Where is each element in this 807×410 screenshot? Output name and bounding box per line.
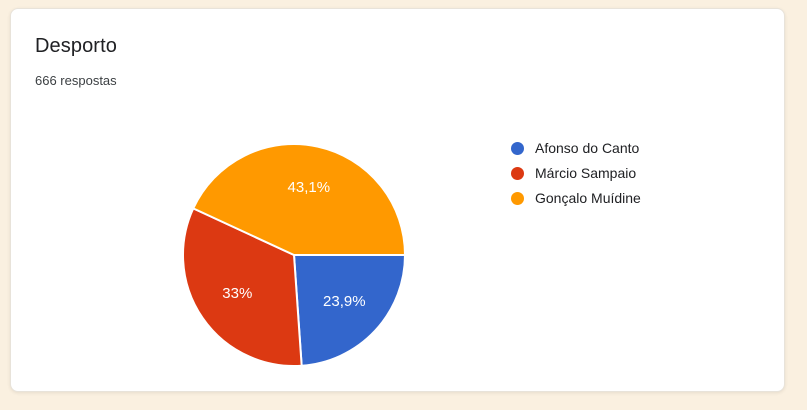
legend-item[interactable]: Márcio Sampaio (511, 161, 641, 185)
legend-item[interactable]: Afonso do Canto (511, 136, 641, 160)
chart-card: Desporto 666 respostas 23,9% 33% 43,1% Afo… (10, 8, 785, 392)
pie-slice-label: 43,1% (288, 179, 331, 196)
response-count: 666 respostas (35, 73, 117, 88)
pie-slice-label: 23,9% (323, 293, 366, 310)
pie-slice[interactable] (191, 143, 407, 256)
pie-label-group: 23,9% 33% 43,1% (222, 179, 365, 310)
pie-chart: 23,9% 33% 43,1% (182, 143, 407, 367)
pie-slice-label: 33% (222, 285, 252, 302)
legend-color-swatch-icon (511, 141, 524, 155)
chart-legend: Afonso do Canto Márcio Sampaio Gonçalo Muí… (511, 136, 641, 211)
legend-item-label: Márcio Sampaio (535, 165, 637, 181)
legend-item-label: Gonçalo Muídine (535, 190, 641, 206)
page-title: Desporto (35, 35, 117, 57)
pie-slice[interactable] (292, 254, 407, 367)
legend-color-swatch-icon (511, 191, 524, 205)
legend-color-swatch-icon (511, 166, 524, 180)
pie-slice-group (182, 143, 407, 367)
legend-item[interactable]: Gonçalo Muídine (511, 186, 641, 210)
chart-plot-area: 23,9% 33% 43,1% Afonso do Canto Márcio Samp… (11, 9, 786, 393)
legend-item-label: Afonso do Canto (535, 140, 640, 156)
pie-slice[interactable] (182, 207, 303, 367)
